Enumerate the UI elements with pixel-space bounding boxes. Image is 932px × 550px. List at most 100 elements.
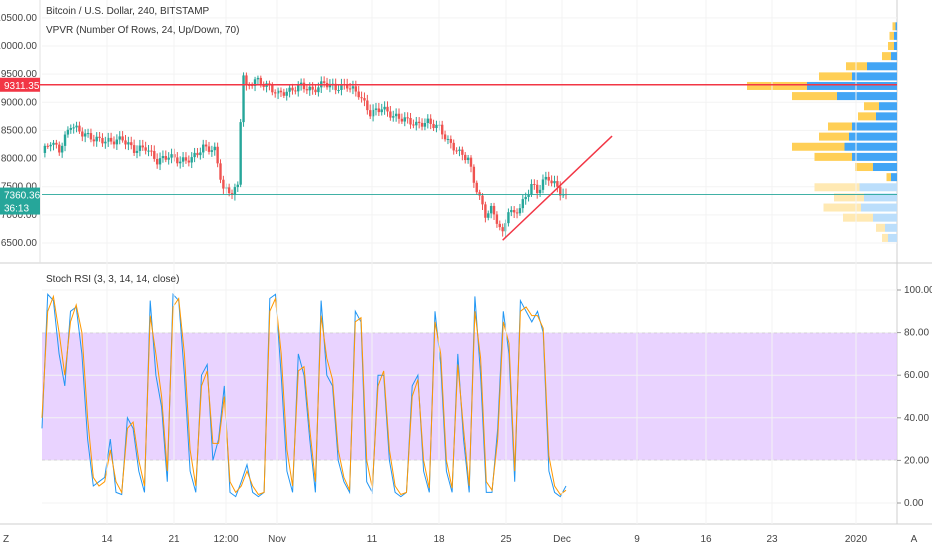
candle-body — [58, 144, 61, 153]
candle-body — [253, 79, 257, 86]
candle-body — [55, 142, 58, 145]
candle-body — [305, 89, 309, 91]
candle-body — [559, 186, 562, 196]
candle-body — [521, 199, 525, 209]
candle-body — [446, 138, 450, 140]
candle-body — [66, 129, 70, 135]
candle-body — [544, 176, 548, 180]
price-label-text: 9311.35 — [4, 81, 40, 92]
vpvr-down-bar — [888, 233, 897, 242]
candle-body — [210, 150, 214, 152]
stoch-rsi-line — [41, 294, 567, 496]
candle-body — [150, 150, 153, 152]
candle-body — [98, 136, 101, 139]
candle-body — [227, 187, 231, 194]
candle-body — [423, 123, 427, 127]
candle-body — [153, 151, 156, 159]
candle-body — [259, 77, 263, 84]
vpvr-up-bar — [792, 92, 837, 101]
candle-body — [386, 106, 389, 112]
candle-body — [204, 144, 208, 147]
candle-body — [274, 92, 277, 94]
vpvr-up-bar — [886, 173, 891, 182]
candle-body — [417, 121, 421, 123]
candle-body — [553, 181, 556, 184]
time-tick-label: 23 — [766, 534, 778, 545]
vpvr-up-bar — [828, 122, 852, 131]
vpvr-indicator-label[interactable]: VPVR (Number Of Rows, 24, Up/Down, 70) — [46, 25, 239, 36]
candle-body — [403, 117, 406, 122]
candle-body — [130, 142, 133, 146]
candle-body — [374, 108, 378, 110]
candle-body — [92, 139, 96, 142]
vpvr-up-bar — [864, 102, 879, 111]
candle-body — [132, 145, 136, 153]
axis-control-button[interactable]: Z — [3, 534, 9, 545]
candle-body — [515, 212, 519, 214]
candle-body — [366, 100, 369, 111]
candle-body — [541, 179, 545, 190]
candle-body — [354, 86, 358, 92]
candle-body — [291, 87, 294, 91]
stoch-rsi-indicator-label[interactable]: Stoch RSI (3, 3, 14, 14, close) — [46, 274, 179, 285]
candle-body — [512, 210, 516, 213]
candle-body — [236, 184, 239, 188]
price-label-text: 7360.36 — [4, 191, 41, 202]
vpvr-down-bar — [859, 183, 897, 192]
candle-body — [101, 138, 104, 144]
candle-body — [461, 149, 464, 155]
candle-body — [199, 152, 202, 156]
time-tick-label: 21 — [168, 534, 180, 545]
candle-body — [279, 90, 283, 93]
candle-body — [392, 116, 395, 118]
candle-body — [334, 83, 337, 91]
candle-body — [383, 106, 386, 110]
candle-body — [302, 82, 306, 90]
candle-body — [202, 144, 205, 153]
candle-body — [314, 89, 317, 93]
candle-body — [230, 193, 234, 195]
vpvr-up-bar — [889, 31, 894, 40]
candle-body — [196, 152, 199, 156]
vpvr-down-bar — [879, 102, 897, 111]
candle-body — [81, 131, 84, 137]
candle-body — [115, 139, 119, 145]
candle-body — [406, 117, 409, 119]
candle-body — [49, 144, 52, 147]
time-tick-label: 18 — [433, 534, 445, 545]
vpvr-down-bar — [873, 163, 897, 172]
candle-body — [219, 163, 222, 180]
vpvr-down-bar — [867, 62, 897, 71]
candle-body — [489, 205, 493, 214]
candle-body — [158, 158, 162, 165]
candle-body — [144, 147, 147, 151]
price-tick-label: 10000.00 — [0, 41, 37, 52]
vpvr-down-bar — [852, 72, 897, 81]
vpvr-up-bar — [855, 163, 873, 172]
price-axis: 10500.00 10000.00 9500.00 9000.00 8500.00 800… — [0, 13, 897, 249]
trend-line-drawing[interactable] — [502, 135, 613, 241]
time-tick-label: 11 — [367, 534, 378, 545]
candle-body — [46, 145, 49, 147]
candle-body — [452, 142, 455, 151]
chart-title: Bitcoin / U.S. Dollar, 240, BITSTAMP — [46, 6, 210, 17]
candle-body — [369, 110, 372, 117]
candle-body — [464, 154, 467, 161]
vpvr-up-bar — [814, 152, 852, 161]
candle-body — [161, 156, 165, 159]
vpvr-down-bar — [844, 142, 897, 151]
candle-body — [138, 145, 142, 151]
vpvr-up-bar — [843, 213, 873, 222]
candle-body — [426, 118, 430, 124]
candle-body — [121, 136, 124, 141]
candle-body — [533, 183, 536, 185]
candle-body — [193, 152, 196, 158]
candle-body — [538, 189, 542, 194]
candle-body — [285, 91, 288, 96]
candle-body — [484, 204, 487, 218]
vpvr-down-bar — [891, 52, 897, 61]
axis-control-button[interactable]: A — [911, 534, 918, 545]
vpvr-up-bar — [882, 233, 888, 242]
candle-body — [507, 212, 510, 224]
